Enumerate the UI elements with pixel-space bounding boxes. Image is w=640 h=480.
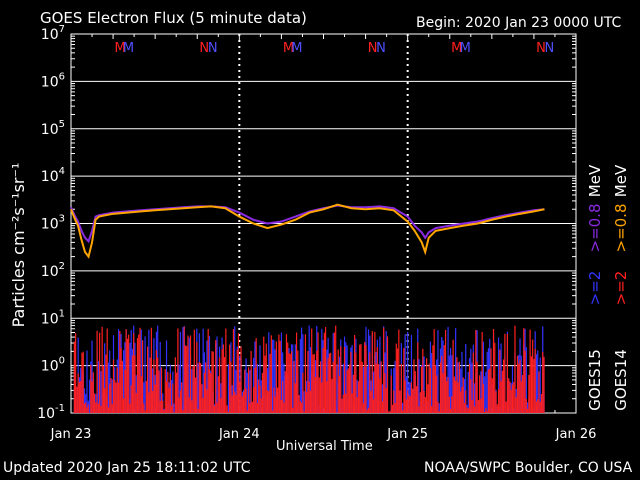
legend-entry: >=0.8 [586, 204, 604, 253]
orbit-marker: N [199, 41, 209, 56]
x-tick-label: Jan 26 [555, 427, 597, 442]
y-tick-label: 103 [41, 214, 65, 233]
x-tick-label: Jan 24 [218, 427, 260, 442]
legend-entry: >=0.8 [612, 204, 630, 253]
y-axis-label: Particles cm⁻²s⁻¹sr⁻¹ [9, 162, 28, 328]
orbit-marker: N [544, 41, 554, 56]
y-tick-label: 100 [41, 356, 65, 375]
orbit-marker: M [123, 41, 134, 56]
orbit-marker: N [536, 41, 546, 56]
x-axis-label: Universal Time [276, 439, 373, 454]
y-tick-label: 104 [41, 166, 65, 185]
series-line [70, 204, 545, 244]
y-tick-label: 105 [41, 119, 65, 138]
legend-entry: >=2 [612, 271, 630, 306]
orbit-marker: N [208, 41, 218, 56]
orbit-marker: M [291, 41, 302, 56]
legend-entry: GOES15 [586, 349, 604, 411]
begin-date: Begin: 2020 Jan 23 0000 UTC [416, 15, 622, 31]
legend-entry: >=2 [586, 271, 604, 306]
orbit-marker: M [114, 41, 125, 56]
legend-entry: GOES14 [612, 349, 630, 411]
y-tick-label: 101 [41, 308, 65, 327]
series-line [70, 203, 545, 259]
orbit-marker: N [368, 41, 378, 56]
updated-time: Updated 2020 Jan 25 18:11:02 UTC [3, 460, 251, 476]
orbit-marker: M [451, 41, 462, 56]
credit-text: NOAA/SWPC Boulder, CO USA [424, 460, 633, 476]
orbit-marker: M [283, 41, 294, 56]
y-tick-label: 10-1 [37, 403, 65, 422]
y-tick-label: 107 [41, 24, 65, 43]
y-tick-label: 106 [41, 71, 65, 90]
x-tick-label: Jan 25 [386, 427, 428, 442]
x-tick-label: Jan 23 [50, 427, 92, 442]
legend-entry: MeV [586, 164, 604, 197]
orbit-marker: M [460, 41, 471, 56]
orbit-marker: N [376, 41, 386, 56]
y-tick-label: 102 [41, 261, 65, 280]
chart-title: GOES Electron Flux (5 minute data) [40, 9, 307, 27]
legend-entry: MeV [612, 164, 630, 197]
